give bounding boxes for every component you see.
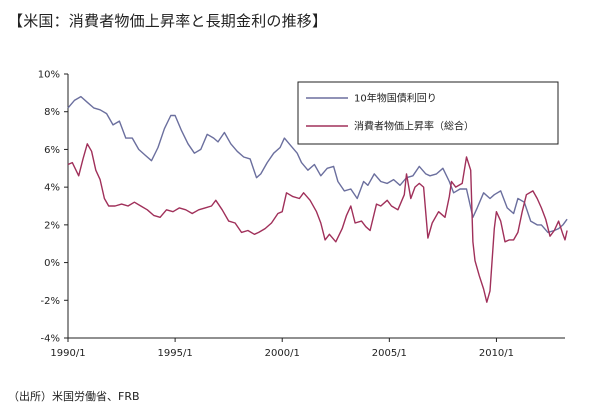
y-tick-label: -4%: [41, 334, 60, 345]
x-tick-label: 1990/1: [50, 348, 85, 359]
y-axis: 10% 8% 6% 4% 2% 0% -2% -4%: [38, 70, 69, 345]
x-tick-label: 2010/1: [479, 348, 514, 359]
x-tick-label: 2000/1: [265, 348, 300, 359]
y-tick-label: -2%: [41, 296, 60, 307]
series-line-10y-yield: [67, 95, 568, 234]
source-note: （出所）米国労働省、FRB: [8, 390, 140, 403]
y-tick-label: 2%: [44, 220, 60, 231]
x-axis: 1990/1 1995/1 2000/1 2005/1 2010/1: [50, 337, 565, 359]
legend-label-10y-yield: 10年物国債利回り: [354, 92, 437, 105]
legend-label-cpi: 消費者物価上昇率（総合）: [354, 120, 474, 133]
x-tick-label: 2005/1: [372, 348, 407, 359]
series-line-cpi: [67, 143, 568, 303]
series-layer: [67, 95, 568, 303]
y-tick-label: 6%: [44, 145, 60, 156]
legend-box: [297, 81, 559, 145]
chart-title: 【米国：消費者物価上昇率と長期金利の推移】: [8, 12, 328, 30]
x-tick-label: 1995/1: [158, 348, 193, 359]
y-tick-label: 0%: [44, 258, 60, 269]
y-tick-label: 8%: [44, 107, 60, 118]
y-tick-label: 4%: [44, 183, 60, 194]
y-tick-label: 10%: [38, 70, 60, 81]
